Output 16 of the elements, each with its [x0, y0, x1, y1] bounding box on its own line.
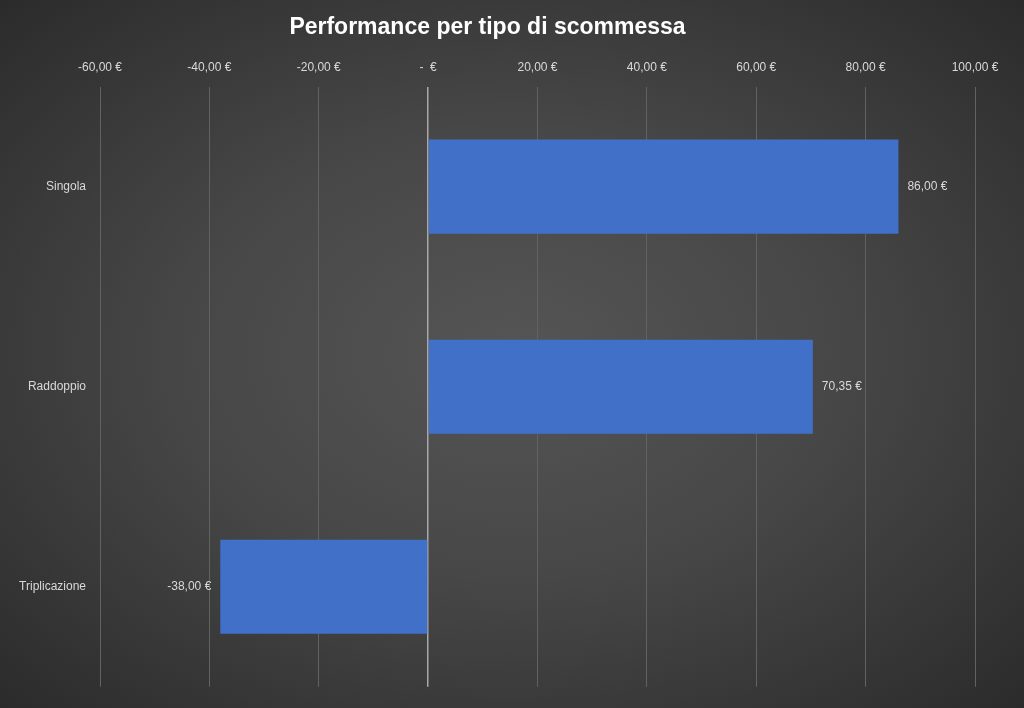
x-tick-label: -20,00 €: [296, 59, 342, 74]
data-label: 86,00 €: [907, 178, 948, 193]
y-tick-label: Triplicazione: [19, 579, 87, 594]
x-tick-label: - €: [419, 59, 438, 74]
x-tick-label: 80,00 €: [845, 59, 886, 74]
x-tick-label: -40,00 €: [187, 59, 232, 74]
data-label: -38,00 €: [167, 579, 212, 594]
data-label: 70,35 €: [821, 379, 863, 394]
x-tick-label: 60,00 €: [736, 59, 777, 74]
x-tick-label: 40,00 €: [626, 59, 668, 74]
chart-title: Performance per tipo di scommessa: [289, 13, 686, 40]
y-tick-label: Raddoppio: [27, 379, 87, 394]
y-tick-label: Singola: [45, 178, 87, 193]
x-tick-label: -60,00 €: [77, 59, 123, 74]
x-tick-label: 20,00 €: [517, 59, 558, 74]
x-tick-label: 100,00 €: [951, 59, 999, 74]
